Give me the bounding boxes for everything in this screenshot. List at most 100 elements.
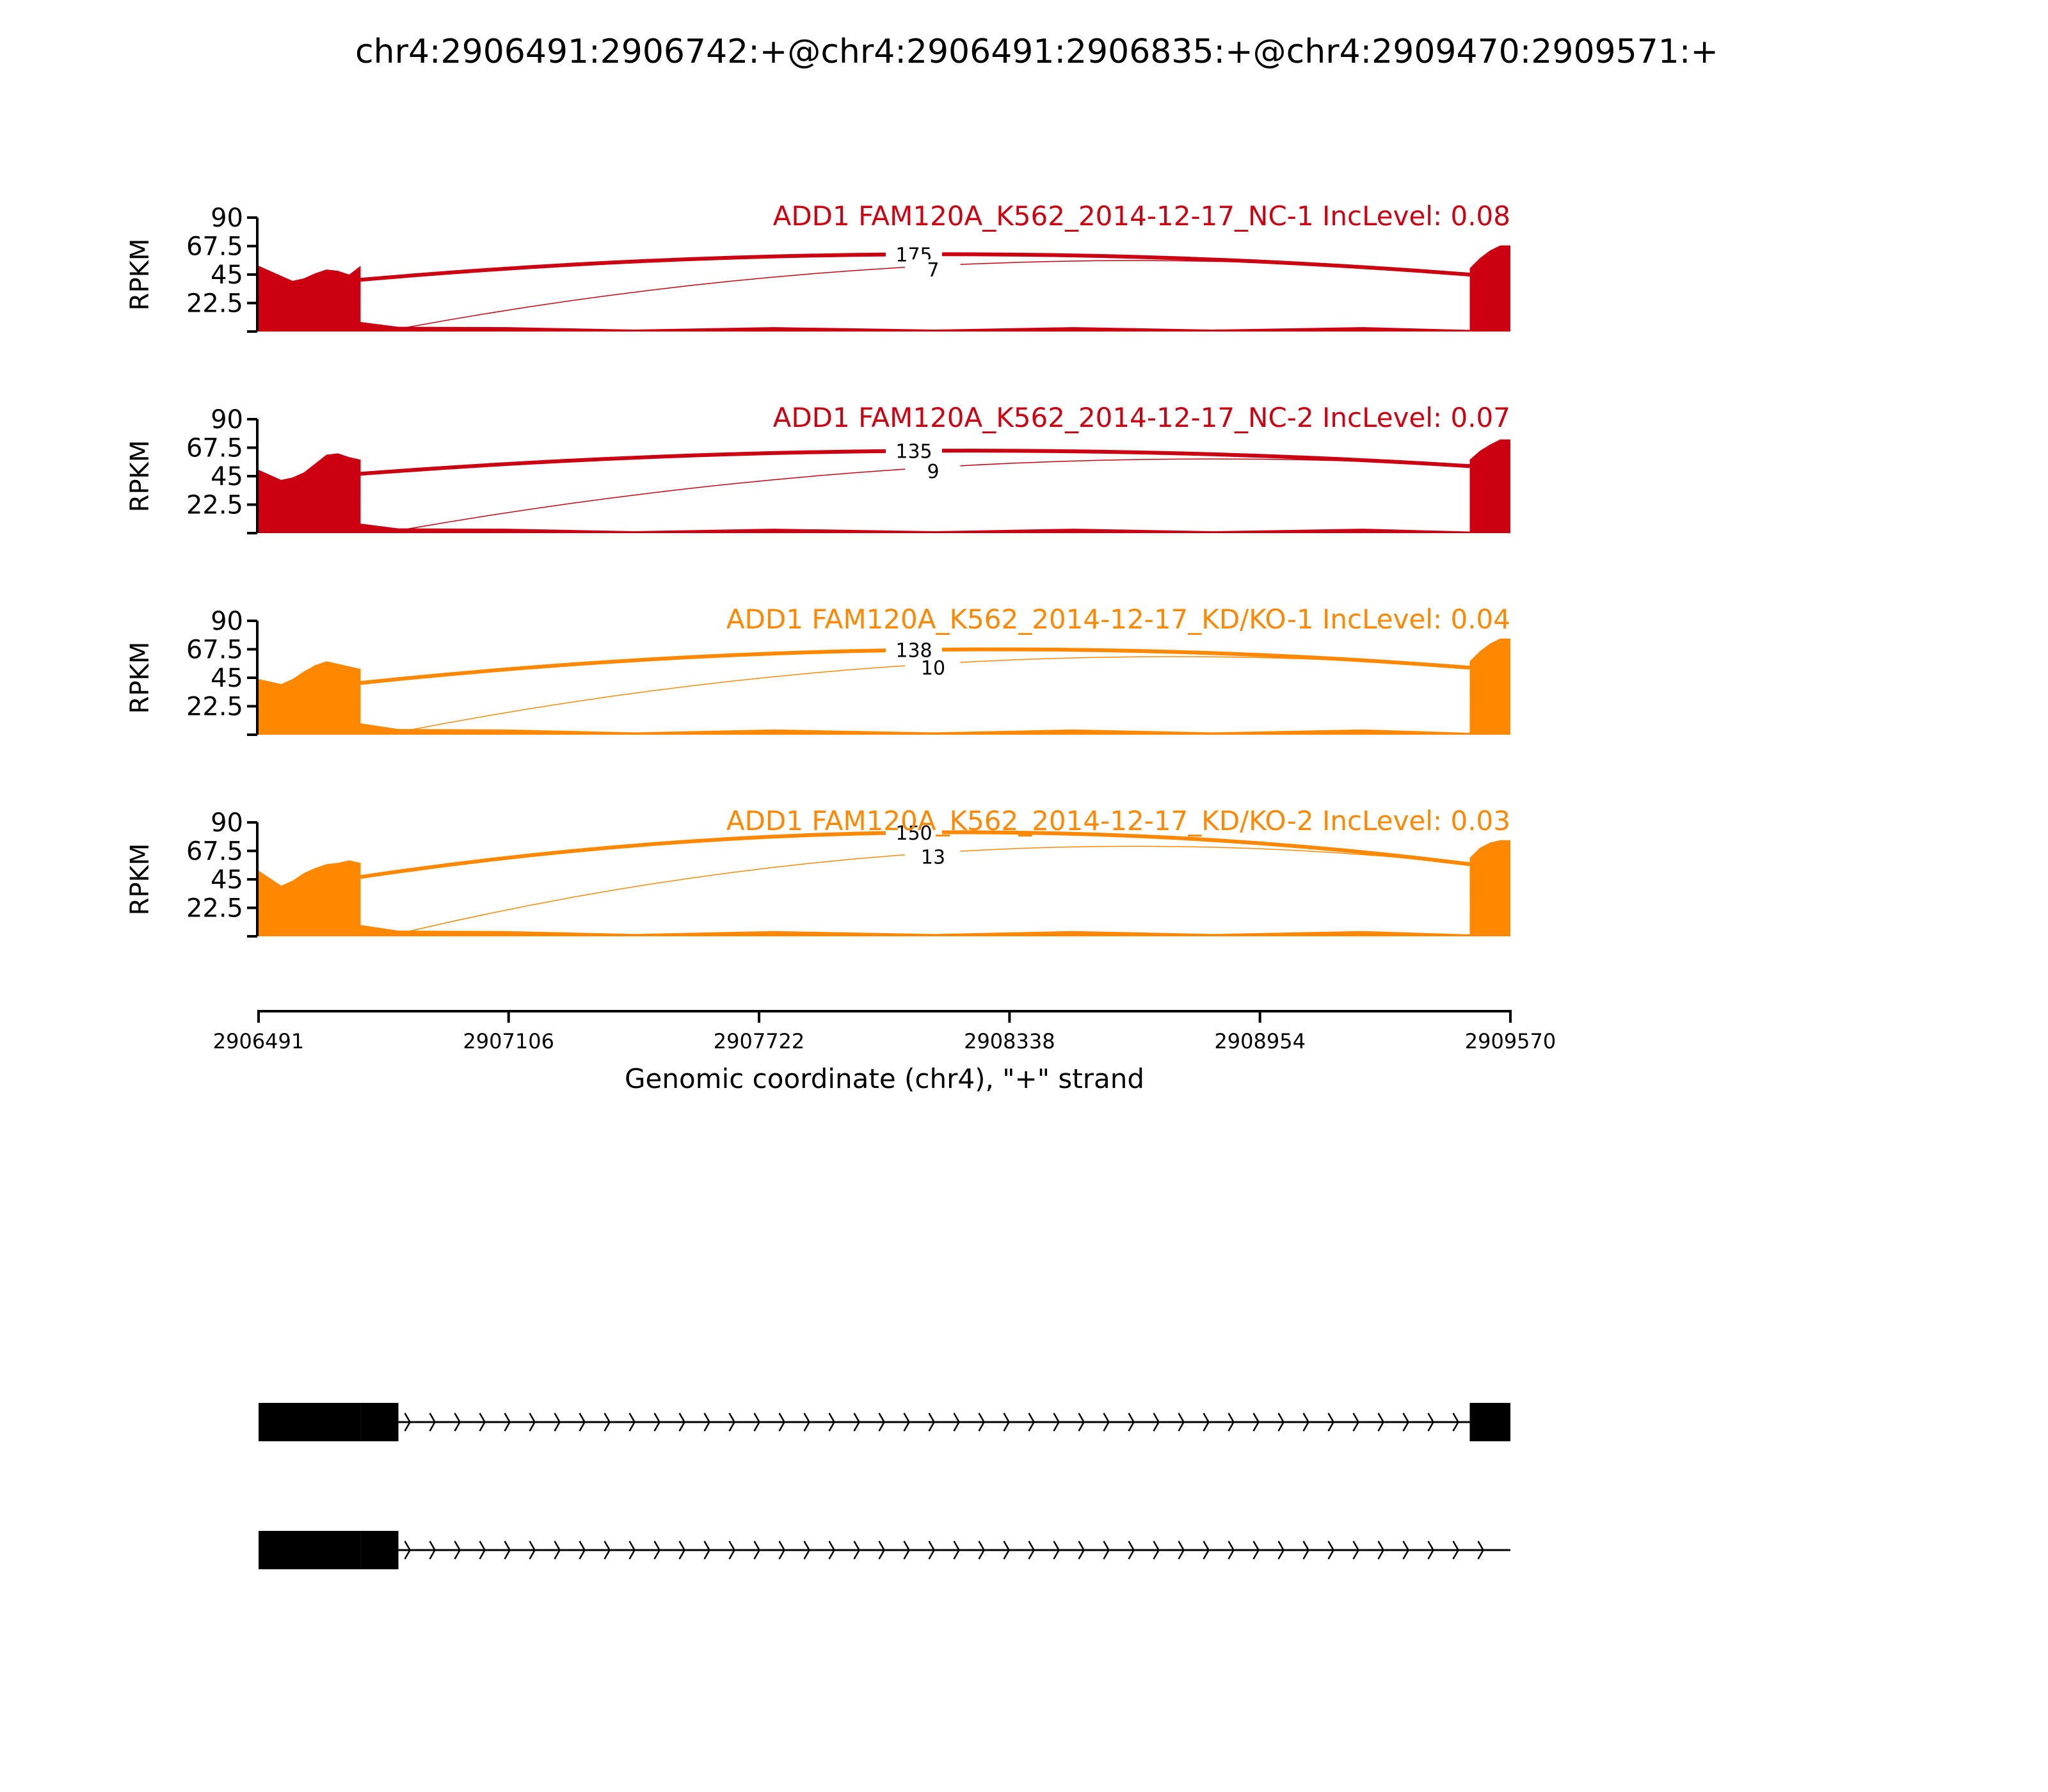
y-tick-label: 90 (211, 405, 243, 435)
strand-arrow-icon (703, 1412, 710, 1432)
y-tick-label: 45 (211, 865, 243, 895)
strand-arrow-icon (479, 1540, 486, 1560)
strand-arrow-icon (554, 1540, 561, 1560)
strand-arrow-icon (429, 1412, 436, 1432)
strand-arrow-icon (703, 1540, 710, 1560)
coverage-area (259, 439, 1510, 533)
x-axis-label: Genomic coordinate (chr4), "+" strand (625, 1063, 1144, 1094)
strand-arrow-icon (1203, 1540, 1210, 1560)
y-tick-label: 90 (211, 808, 243, 838)
junction-read-count: 150 (895, 822, 932, 845)
y-tick-label: 67.5 (186, 434, 243, 463)
strand-arrow-icon (653, 1412, 660, 1432)
strand-arrow-icon (1252, 1540, 1260, 1560)
strand-arrow-icon (903, 1412, 910, 1432)
strand-arrow-icon (728, 1412, 735, 1432)
strand-arrow-icon (678, 1412, 685, 1432)
exon-block (259, 1403, 361, 1441)
junction-label-box (905, 259, 961, 280)
strand-arrow-icon (1352, 1412, 1359, 1432)
strand-arrow-icon (404, 1412, 411, 1432)
strand-arrow-icon (1178, 1540, 1185, 1560)
strand-arrow-icon (803, 1540, 810, 1560)
strand-arrow-icon (604, 1412, 611, 1432)
x-tick-label: 2908338 (964, 1029, 1055, 1053)
strand-arrow-icon (454, 1412, 461, 1432)
strand-arrow-icon (1277, 1412, 1284, 1432)
y-tick-label: 22.5 (186, 894, 243, 924)
junction-label-box (886, 822, 942, 843)
strand-arrow-icon (1228, 1540, 1235, 1560)
strand-arrow-icon (504, 1412, 511, 1432)
strand-arrow-icon (579, 1540, 586, 1560)
strand-arrow-icon (678, 1540, 685, 1560)
y-tick-label: 45 (211, 260, 243, 290)
strand-arrow-icon (1078, 1412, 1085, 1432)
junction-read-count: 9 (927, 461, 939, 483)
strand-arrow-icon (1452, 1412, 1459, 1432)
y-tick-label: 22.5 (186, 289, 243, 319)
strand-arrow-icon (1402, 1540, 1409, 1560)
x-tick-label: 2906491 (213, 1029, 305, 1053)
strand-arrow-icon (1377, 1540, 1384, 1560)
strand-arrow-icon (529, 1540, 536, 1560)
strand-arrow-icon (828, 1540, 835, 1560)
strand-arrow-icon (1078, 1540, 1085, 1560)
junction-read-count: 7 (927, 259, 939, 282)
strand-arrow-icon (628, 1540, 636, 1560)
strand-arrow-icon (1352, 1540, 1359, 1560)
strand-arrow-icon (978, 1540, 985, 1560)
strand-arrow-icon (1427, 1412, 1434, 1432)
strand-arrow-icon (728, 1540, 735, 1560)
strand-arrow-icon (1028, 1412, 1035, 1432)
y-axis-label: RPKM (125, 642, 155, 714)
junction-label-box (886, 639, 942, 660)
strand-arrow-icon (504, 1540, 511, 1560)
strand-arrow-icon (1477, 1540, 1484, 1560)
junction-label-box (886, 440, 942, 461)
y-tick-label: 90 (211, 204, 243, 233)
junction-label-box (905, 846, 961, 867)
x-tick-label: 2907722 (714, 1029, 805, 1053)
strand-arrow-icon (1452, 1540, 1459, 1560)
x-axis: 2906491 2907106 2907722 2908338 2908954 29095… (213, 1010, 1556, 1053)
isoform-track (259, 1403, 1510, 1441)
strand-arrow-icon (853, 1412, 860, 1432)
strand-arrow-icon (1053, 1540, 1060, 1560)
y-tick-label: 22.5 (186, 692, 243, 722)
strand-arrow-icon (579, 1412, 586, 1432)
y-tick-label: 67.5 (186, 232, 243, 262)
junction-label-box (905, 657, 961, 678)
junction-read-count: 10 (921, 657, 945, 680)
strand-arrow-icon (928, 1412, 935, 1432)
strand-arrow-icon (1103, 1412, 1110, 1432)
exon-block (360, 1403, 399, 1441)
strand-arrow-icon (1327, 1540, 1334, 1560)
strand-arrow-icon (454, 1540, 461, 1560)
sample-label: ADD1 FAM120A_K562_2014-12-17_NC-2 IncLev… (773, 402, 1510, 433)
strand-arrow-icon (429, 1540, 436, 1560)
strand-arrow-icon (1252, 1412, 1260, 1432)
strand-arrow-icon (1302, 1412, 1309, 1432)
strand-arrow-icon (953, 1540, 960, 1560)
sample-label: ADD1 FAM120A_K562_2014-12-17_KD/KO-1 Inc… (726, 604, 1510, 635)
strand-arrow-icon (953, 1412, 960, 1432)
strand-arrow-icon (1003, 1540, 1010, 1560)
strand-arrow-icon (928, 1540, 935, 1560)
strand-arrow-icon (1302, 1540, 1309, 1560)
strand-arrow-icon (1203, 1412, 1210, 1432)
x-tick-label: 2908954 (1214, 1029, 1306, 1053)
junction-read-count: 135 (895, 440, 932, 463)
x-tick-label: 2909570 (1465, 1029, 1556, 1053)
y-tick-label: 67.5 (186, 837, 243, 867)
strand-arrow-icon (1128, 1412, 1135, 1432)
chart-title: chr4:2906491:2906742:+@chr4:2906491:2906… (355, 33, 1718, 71)
strand-arrow-icon (479, 1412, 486, 1432)
strand-arrow-icon (753, 1412, 760, 1432)
strand-arrow-icon (1178, 1412, 1185, 1432)
strand-arrow-icon (554, 1412, 561, 1432)
strand-arrow-icon (1377, 1412, 1384, 1432)
